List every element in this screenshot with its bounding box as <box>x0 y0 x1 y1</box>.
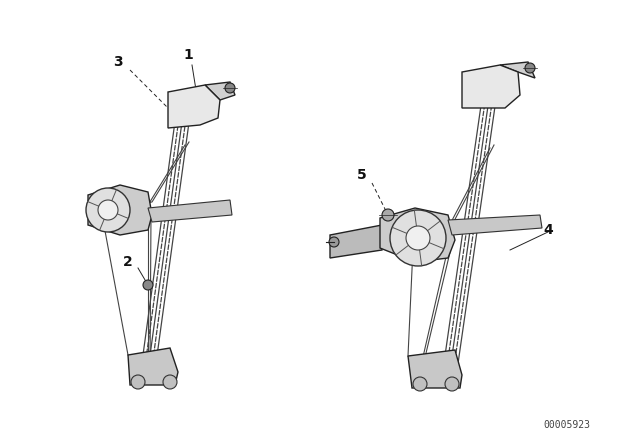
Circle shape <box>86 188 130 232</box>
Circle shape <box>225 83 235 93</box>
Polygon shape <box>462 65 520 108</box>
Circle shape <box>131 375 145 389</box>
Circle shape <box>329 237 339 247</box>
Polygon shape <box>500 62 535 78</box>
Circle shape <box>390 210 446 266</box>
Circle shape <box>413 377 427 391</box>
Polygon shape <box>168 85 220 128</box>
Circle shape <box>382 209 394 221</box>
Text: 2: 2 <box>123 255 133 269</box>
Text: 5: 5 <box>357 168 367 182</box>
Polygon shape <box>448 215 542 235</box>
Polygon shape <box>128 348 178 385</box>
Text: 00005923: 00005923 <box>543 420 590 430</box>
Circle shape <box>525 63 535 73</box>
Polygon shape <box>408 350 462 388</box>
Text: 3: 3 <box>113 55 123 69</box>
Polygon shape <box>88 185 152 235</box>
Circle shape <box>445 377 459 391</box>
Polygon shape <box>380 208 455 262</box>
Circle shape <box>143 280 153 290</box>
Polygon shape <box>148 200 232 222</box>
Circle shape <box>163 375 177 389</box>
Text: 4: 4 <box>543 223 553 237</box>
Polygon shape <box>330 225 382 258</box>
Circle shape <box>406 226 430 250</box>
Polygon shape <box>205 82 235 100</box>
Circle shape <box>98 200 118 220</box>
Text: 1: 1 <box>183 48 193 62</box>
